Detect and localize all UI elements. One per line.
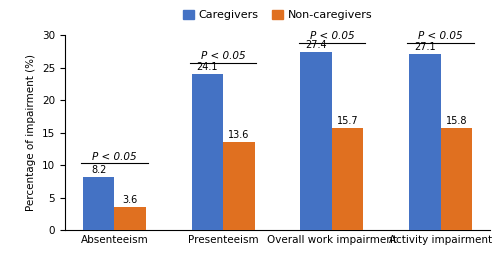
Bar bbox=[300, 52, 332, 230]
Text: P < 0.05: P < 0.05 bbox=[418, 31, 463, 41]
Bar bbox=[223, 142, 255, 230]
Text: P < 0.05: P < 0.05 bbox=[310, 31, 354, 41]
Bar bbox=[83, 177, 114, 230]
Bar bbox=[332, 128, 364, 230]
Text: 15.8: 15.8 bbox=[446, 116, 467, 126]
Bar bbox=[409, 54, 440, 230]
Text: P < 0.05: P < 0.05 bbox=[201, 51, 246, 61]
Bar bbox=[192, 74, 223, 230]
Text: 24.1: 24.1 bbox=[196, 62, 218, 72]
Text: 27.1: 27.1 bbox=[414, 42, 436, 52]
Legend: Caregivers, Non-caregivers: Caregivers, Non-caregivers bbox=[178, 6, 376, 25]
Text: 27.4: 27.4 bbox=[305, 40, 327, 50]
Text: 13.6: 13.6 bbox=[228, 130, 250, 140]
Text: 8.2: 8.2 bbox=[91, 165, 106, 175]
Text: 15.7: 15.7 bbox=[337, 116, 358, 126]
Y-axis label: Percentage of impairment (%): Percentage of impairment (%) bbox=[26, 54, 36, 211]
Text: 3.6: 3.6 bbox=[122, 195, 138, 205]
Bar bbox=[440, 128, 472, 230]
Bar bbox=[114, 207, 146, 230]
Text: P < 0.05: P < 0.05 bbox=[92, 152, 136, 162]
